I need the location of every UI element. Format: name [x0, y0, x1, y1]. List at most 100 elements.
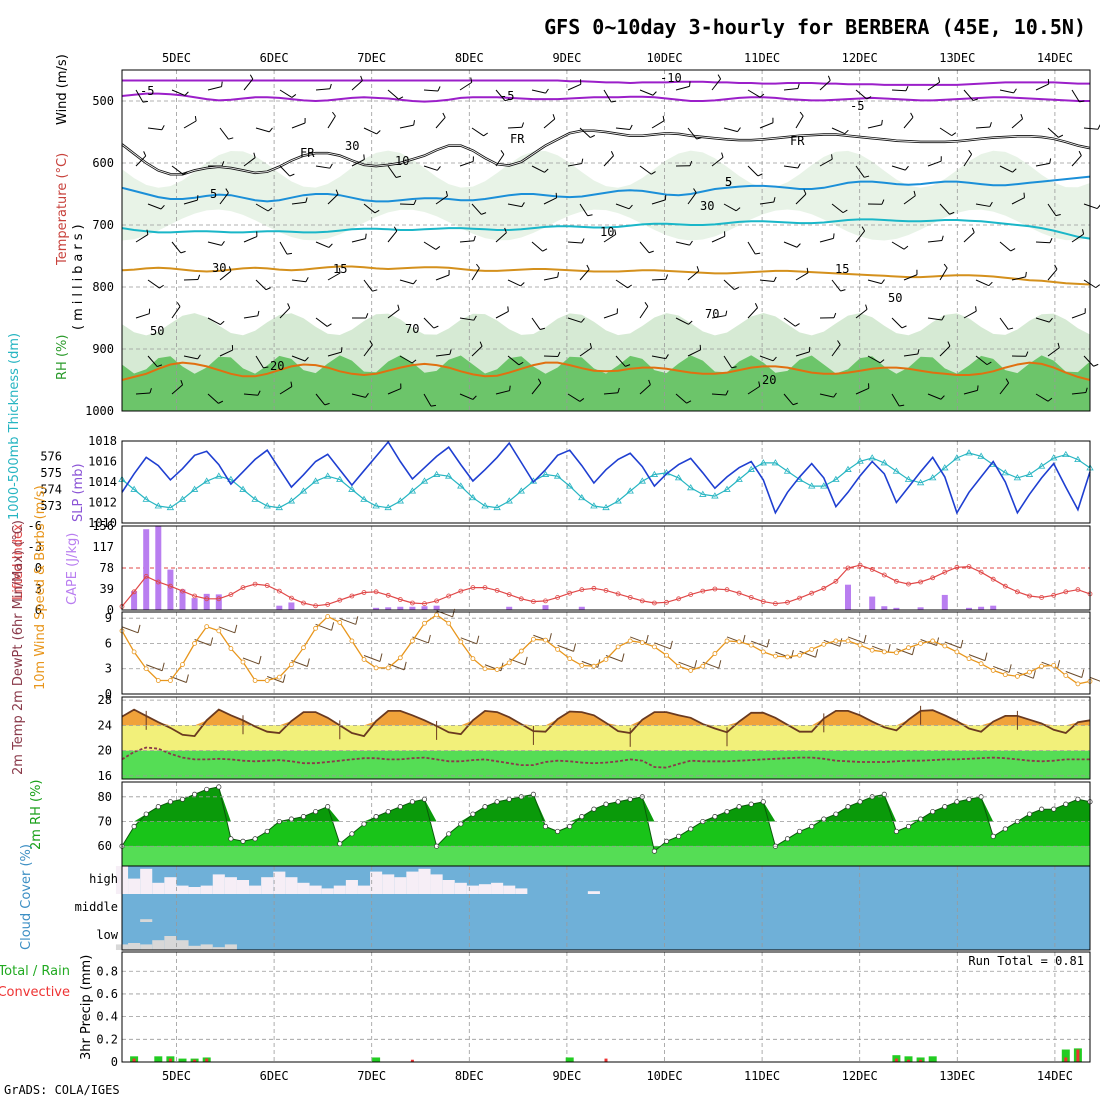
- wind-barb-flag: [360, 75, 363, 81]
- rh-point: [482, 804, 488, 810]
- wind-barb: [387, 89, 399, 100]
- wind-barb: [171, 89, 186, 96]
- lifted-index-tick-label: -6: [28, 519, 42, 533]
- wind-barb: [219, 127, 229, 140]
- wind-barb: [531, 165, 545, 173]
- wind-barb-flag: [435, 246, 441, 250]
- wind-barb: [711, 235, 725, 243]
- wind-barb-flag: [688, 320, 693, 325]
- wind-speed-point: [906, 645, 911, 651]
- slp-line: [121, 440, 1091, 515]
- wind-speed-point: [518, 648, 524, 654]
- wind-barb-flag: [725, 310, 728, 316]
- thickness-point: [868, 454, 876, 461]
- wind-speed-point: [470, 656, 476, 662]
- wind-speed-point: [1063, 673, 1069, 678]
- wind-barb-flag: [689, 240, 693, 246]
- cape-bar: [155, 526, 162, 610]
- wind-barb: [963, 310, 977, 319]
- wind-barb-flag: [1054, 264, 1058, 270]
- wind-barb: [903, 195, 916, 205]
- wind-barb: [939, 345, 951, 357]
- wind-barb: [927, 393, 942, 400]
- lifted-index-point: [264, 583, 270, 588]
- wind-barb-flag: [509, 385, 511, 391]
- wind-barb-flag: [759, 93, 765, 98]
- contour-label: -5: [140, 84, 154, 98]
- wind-barb-flag: [257, 390, 261, 396]
- lifted-index-point: [216, 596, 222, 602]
- wind-barb: [723, 355, 733, 369]
- wind-barb-flag: [797, 83, 800, 89]
- wind-barb: [507, 126, 523, 129]
- wind-barb: [651, 120, 665, 129]
- contour-label: 5: [210, 187, 217, 201]
- wind-barb: [1047, 347, 1060, 357]
- wind-barb: [363, 279, 373, 292]
- cape-bar: [215, 594, 222, 610]
- wind-barb: [495, 89, 506, 102]
- wind-barb-flag: [1047, 397, 1053, 402]
- wind-barb: [963, 153, 973, 167]
- cloud-cover-bar-high: [382, 874, 395, 894]
- cloud-cover-bar-high: [176, 885, 189, 894]
- slp-axis-title: SLP (mb): [71, 463, 86, 522]
- thickness-point: [965, 449, 973, 456]
- temperature-axis-title: 2m Temp 2m DewPt (6hr Min/Max) (°C): [11, 520, 26, 775]
- wind-barb: [1071, 392, 1086, 395]
- wind-barb: [855, 308, 868, 319]
- rh-point: [736, 804, 742, 810]
- wind-barb-flag: [369, 340, 373, 346]
- surface-wind-barb-flag: [621, 653, 625, 662]
- wind-barb-flag: [291, 94, 297, 98]
- isotherm-line: [121, 218, 1091, 240]
- wind-speed-point: [627, 638, 633, 644]
- wind-speed-point: [591, 663, 597, 669]
- wind-barb-flag: [986, 361, 992, 366]
- rh-point: [446, 831, 452, 837]
- wind-barb: [495, 154, 505, 167]
- lifted-index-point: [906, 581, 911, 587]
- lifted-index-point: [1039, 595, 1044, 600]
- wind-barb: [219, 349, 233, 357]
- date-label-bottom: 13DEC: [939, 1069, 975, 1083]
- cape-bar: [421, 606, 428, 610]
- surface-wind-barb-flag: [403, 661, 407, 671]
- thickness-point: [202, 477, 211, 484]
- wind-barb: [351, 80, 363, 91]
- wind-barb-flag: [988, 281, 993, 287]
- cloud-cover-bar-high: [212, 874, 225, 894]
- wind-barb: [747, 89, 761, 98]
- wind-barb: [615, 203, 630, 210]
- wind-barb-flag: [473, 315, 477, 321]
- surface-wind-barb: [339, 617, 356, 625]
- wind-barb-flag: [411, 359, 417, 364]
- cape-bar: [143, 529, 150, 610]
- wind-barb: [927, 240, 942, 243]
- wind-barb-flag: [644, 302, 649, 307]
- wind-barb: [759, 201, 774, 205]
- wind-speed-point: [276, 674, 282, 680]
- lifted-index-point: [313, 603, 319, 609]
- pressure-tick-label: 900: [92, 342, 114, 356]
- wind-barb: [783, 241, 798, 248]
- rh-point: [821, 816, 827, 822]
- wind-barb: [963, 389, 978, 395]
- wind-barb-flag: [717, 74, 722, 80]
- wind-barb: [207, 393, 219, 404]
- precip-total-bar: [372, 1057, 381, 1062]
- contour-label: 50: [150, 324, 164, 338]
- chart-title: GFS 0~10day 3-hourly for BERBERA (45E, 1…: [544, 15, 1086, 39]
- wind-barb: [207, 317, 221, 326]
- thickness-point: [711, 492, 719, 499]
- wind-barb-flag: [228, 137, 234, 140]
- wind-speed-point: [288, 662, 294, 667]
- wind-barb-flag: [910, 112, 914, 118]
- temperature-band-green: [122, 750, 1090, 779]
- thickness-tick-label: 576: [40, 449, 62, 463]
- wind-barb-flag: [329, 163, 333, 169]
- cape-tick-label: 0: [107, 603, 114, 617]
- surface-wind-barb-flag: [234, 624, 238, 633]
- precip-total-bar: [565, 1057, 574, 1062]
- rh-point: [603, 801, 609, 807]
